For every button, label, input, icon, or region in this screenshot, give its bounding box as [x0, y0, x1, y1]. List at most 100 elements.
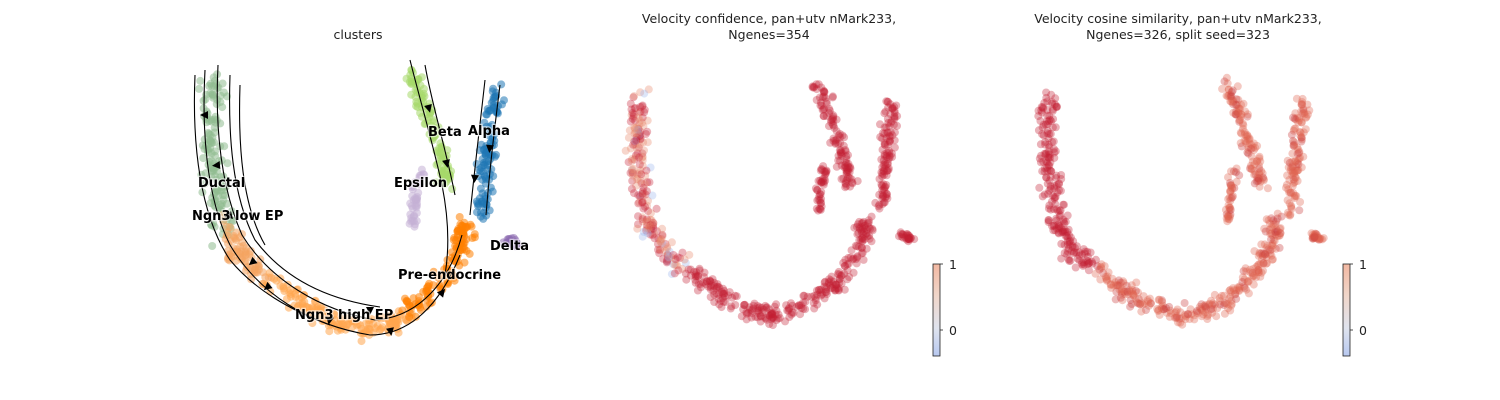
cell-point	[1055, 179, 1063, 188]
cell-point	[878, 194, 887, 203]
cell-point	[820, 294, 829, 303]
cell-point	[1190, 315, 1199, 324]
cell-point	[286, 286, 295, 295]
cell-point	[1225, 286, 1234, 295]
cell-point	[813, 186, 822, 195]
cell-point	[1103, 275, 1112, 284]
cell-point	[1236, 128, 1245, 137]
cell-point	[634, 128, 643, 137]
streamline	[193, 74, 331, 326]
cell-point	[479, 214, 488, 223]
cell-point	[1082, 256, 1091, 265]
cell-point	[1048, 123, 1057, 132]
cell-point	[1111, 278, 1120, 287]
cell-point	[494, 102, 502, 110]
cell-point	[1296, 198, 1305, 206]
cell-point	[818, 174, 827, 183]
cell-point	[897, 230, 906, 238]
cell-point	[817, 164, 826, 173]
cell-point	[1060, 240, 1069, 249]
cell-point	[1250, 160, 1259, 169]
cell-point	[1250, 247, 1259, 256]
cell-point	[699, 278, 707, 287]
cell-point	[1044, 153, 1053, 162]
cell-point	[831, 138, 840, 147]
cell-point	[879, 192, 887, 201]
cell-point	[879, 180, 888, 189]
cell-point	[819, 112, 828, 121]
cell-point	[1268, 245, 1277, 254]
cell-point	[1225, 203, 1234, 212]
cell-point	[807, 292, 816, 301]
cell-point	[1106, 280, 1115, 289]
cell-point	[442, 264, 451, 273]
cell-point	[888, 103, 897, 112]
cell-point	[721, 298, 730, 306]
cell-point	[631, 137, 639, 145]
cell-point	[753, 302, 762, 310]
cell-point	[1290, 192, 1299, 201]
cell-point	[1224, 173, 1232, 182]
cell-point	[883, 166, 892, 175]
cell-point	[1106, 280, 1115, 289]
cell-point	[1223, 92, 1232, 101]
cell-point	[1216, 300, 1225, 309]
cell-point	[809, 298, 818, 307]
cell-point	[1225, 193, 1234, 202]
cell-point	[1257, 255, 1266, 264]
cell-point	[412, 209, 421, 217]
cell-point	[822, 285, 831, 294]
cell-point	[1080, 249, 1089, 258]
cell-point	[1223, 217, 1232, 226]
colorbar-gradient	[932, 263, 941, 357]
cell-point	[1234, 104, 1243, 113]
cell-point	[1166, 309, 1175, 318]
cell-point	[1255, 175, 1264, 184]
cell-point	[865, 234, 874, 243]
cell-point	[195, 84, 204, 93]
cell-point	[1047, 167, 1055, 176]
cell-point	[1057, 239, 1066, 248]
cell-point	[1104, 268, 1113, 277]
cell-point	[1266, 246, 1275, 255]
cell-point	[1257, 249, 1266, 258]
cell-point	[1291, 109, 1300, 118]
cell-point	[658, 224, 667, 233]
cell-point	[702, 277, 711, 286]
cell-point	[813, 300, 822, 309]
cell-point	[1232, 286, 1241, 295]
cell-point	[816, 166, 825, 175]
cell-point	[636, 130, 645, 139]
streamline-arrow	[263, 281, 273, 291]
cell-point	[880, 167, 888, 176]
cell-point	[207, 117, 216, 126]
cell-point	[1284, 185, 1293, 194]
cell-point	[1235, 284, 1244, 292]
cell-point	[1114, 276, 1123, 285]
cell-point	[1231, 110, 1240, 119]
cell-point	[881, 159, 890, 168]
cell-point	[884, 164, 893, 173]
cell-point	[820, 167, 829, 176]
cell-point	[632, 181, 641, 190]
cell-point	[1227, 301, 1236, 310]
cell-point	[1235, 117, 1244, 126]
cell-point	[690, 267, 698, 276]
cell-point	[861, 230, 870, 239]
cell-point	[647, 223, 655, 232]
cell-point	[825, 275, 834, 284]
cell-point	[820, 282, 829, 291]
cell-point	[1181, 315, 1190, 324]
streamline	[203, 69, 461, 336]
cell-point	[890, 102, 899, 111]
cell-point	[835, 275, 844, 284]
cell-point	[825, 122, 833, 131]
cell-point	[1046, 129, 1055, 138]
cell-point	[820, 104, 829, 113]
cell-point	[1051, 94, 1060, 103]
cell-point	[681, 269, 690, 278]
cell-point	[905, 232, 914, 240]
cell-point	[638, 187, 647, 196]
cell-point	[1289, 126, 1298, 135]
cell-point	[673, 253, 682, 262]
